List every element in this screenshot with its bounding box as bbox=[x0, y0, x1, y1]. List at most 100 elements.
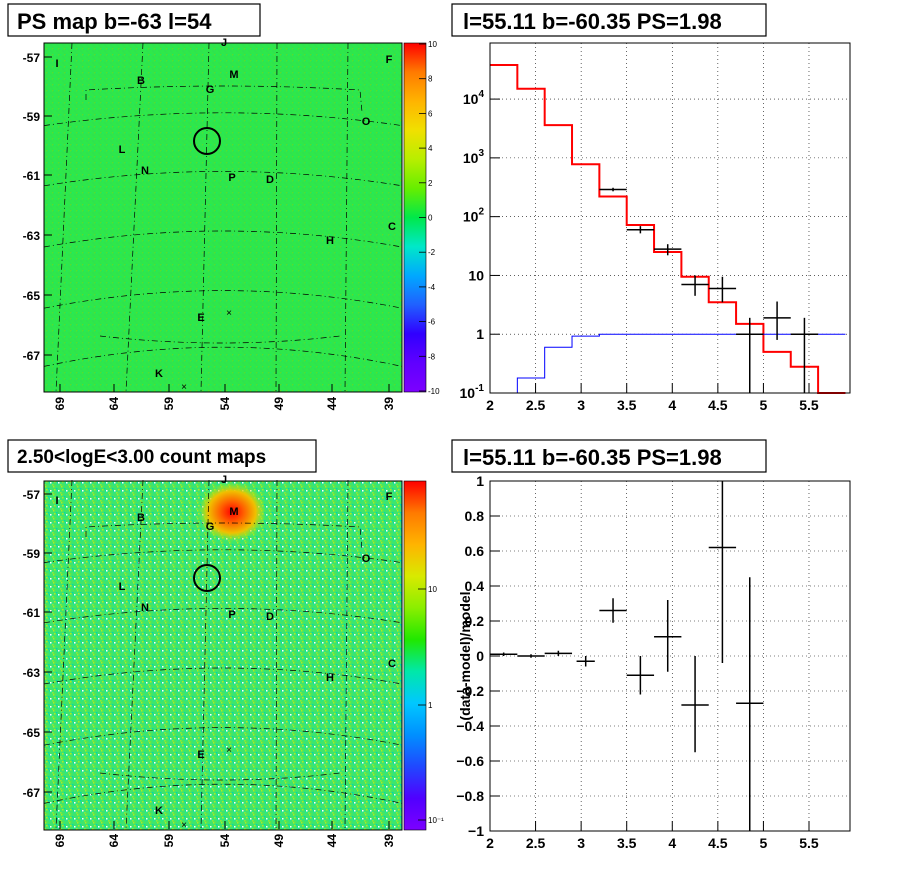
y-tick-label: 0 bbox=[476, 648, 484, 664]
meridian-line bbox=[200, 479, 210, 830]
source-label-b: B bbox=[137, 512, 145, 524]
lat-tick-label: -61 bbox=[23, 606, 41, 620]
count-map-frame bbox=[43, 480, 403, 831]
source-label-i: I bbox=[55, 58, 58, 70]
colorbar-tick-label: 10 bbox=[428, 40, 437, 49]
x-tick-label: 2 bbox=[486, 397, 494, 413]
source-label-d: D bbox=[266, 611, 274, 623]
colorbar-tick-label: 0 bbox=[428, 214, 433, 223]
x-tick-label: 3.5 bbox=[617, 397, 637, 413]
source-label-p: P bbox=[228, 609, 235, 621]
lat-axis: -57 -59 -61 -63 -65 -67 bbox=[23, 488, 52, 800]
y-tick-label: 103 bbox=[463, 148, 485, 166]
source-label-h: H bbox=[326, 235, 334, 247]
spectrum-panel: 2 2.5 3 3.5 4 4.5 5 5.5 10-1 1 10 102 103 104 l=55.1… bbox=[451, 3, 851, 413]
source-label-h: H bbox=[326, 672, 334, 684]
colorbar-tick-label: -4 bbox=[428, 283, 436, 292]
y-tick-label: 0.8 bbox=[465, 508, 485, 524]
lon-tick-label: 64 bbox=[107, 397, 121, 411]
x-tick-label: 4.5 bbox=[708, 835, 728, 851]
parallel-line bbox=[43, 667, 403, 685]
x-tick-label: 2 bbox=[486, 835, 494, 851]
parallel-line bbox=[43, 608, 403, 624]
source-label-f: F bbox=[386, 491, 393, 503]
y-tick-label: 0.4 bbox=[465, 578, 485, 594]
x-tick-label: 2.5 bbox=[526, 835, 546, 851]
lat-tick-label: -61 bbox=[23, 169, 41, 183]
ps-map-title-box bbox=[7, 3, 261, 37]
lat-tick-label: -65 bbox=[23, 726, 41, 740]
source-label-c: C bbox=[388, 658, 396, 670]
y-tick-label: 0.2 bbox=[465, 613, 485, 629]
lat-tick-label: -59 bbox=[23, 547, 41, 561]
sky-grid bbox=[43, 479, 403, 830]
count-map-panel: J I F B M G O L N P D H C E K × × -57 -59 -61 -63 -65 -67 6… bbox=[7, 439, 444, 848]
lat-tick-label: -59 bbox=[23, 110, 41, 124]
lat-tick-label: -65 bbox=[23, 289, 41, 303]
source-marker-x: × bbox=[181, 382, 187, 393]
meridian-line bbox=[125, 42, 144, 393]
source-label-e: E bbox=[197, 312, 204, 324]
source-label-g: G bbox=[206, 84, 215, 96]
lon-tick-label: 54 bbox=[218, 397, 232, 411]
spectrum-frame bbox=[489, 42, 851, 394]
spectrum-title-box bbox=[451, 3, 767, 37]
colorbar-tick-label: -6 bbox=[428, 318, 436, 327]
spectrum-series bbox=[490, 64, 846, 394]
source-label-n: N bbox=[141, 165, 149, 177]
lat-tick-label: -57 bbox=[23, 51, 41, 65]
source-marker-x: × bbox=[226, 745, 232, 756]
y-tick-label: 0.6 bbox=[465, 543, 485, 559]
x-tick-label: 3 bbox=[577, 835, 585, 851]
lon-tick-label: 69 bbox=[53, 397, 67, 411]
ps-map-title: PS map b=-63 l=54 bbox=[17, 9, 212, 34]
source-label-c: C bbox=[388, 221, 396, 233]
source-label-k: K bbox=[155, 368, 163, 380]
sky-grid bbox=[43, 42, 403, 393]
meridian-line bbox=[55, 42, 73, 393]
parallel-line bbox=[43, 783, 403, 804]
parallel-line bbox=[43, 171, 403, 187]
source-label-g: G bbox=[206, 521, 215, 533]
residual-panel: 2 2.5 3 3.5 4 4.5 5 5.5 −1 −0.8 −0.6 −0.4 −0.2 0 0.2 0… bbox=[451, 439, 851, 851]
y-tick-label: −0.8 bbox=[456, 788, 484, 804]
y-tick-label: 102 bbox=[463, 207, 485, 225]
colorbar-tick-label: -2 bbox=[428, 248, 436, 257]
x-tick-label: 4.5 bbox=[708, 397, 728, 413]
colorbar-tick-label: 6 bbox=[428, 109, 433, 118]
lat-tick-label: -63 bbox=[23, 666, 41, 680]
meridian-line bbox=[55, 479, 73, 830]
lon-tick-label: 39 bbox=[382, 397, 396, 411]
colorbar-tick-label: -10 bbox=[428, 387, 440, 396]
y-tick-label: 104 bbox=[463, 89, 485, 107]
colorbar-tick-label: 4 bbox=[428, 144, 433, 153]
y-tick-label: 10 bbox=[468, 267, 484, 283]
lon-tick-label: 49 bbox=[272, 834, 286, 848]
lon-tick-label: 64 bbox=[107, 834, 121, 848]
colorbar-tick-label: -8 bbox=[428, 352, 436, 361]
count-colorbar bbox=[403, 480, 427, 831]
parallel-line bbox=[43, 290, 403, 309]
source-label-n: N bbox=[141, 602, 149, 614]
count-map-title: 2.50<logE<3.00 count maps bbox=[17, 447, 266, 468]
x-tick-label: 3 bbox=[577, 397, 585, 413]
roi-circle bbox=[193, 127, 221, 155]
y-tick-label: 1 bbox=[476, 326, 484, 342]
count-map-title-box bbox=[7, 439, 317, 473]
meridian-line bbox=[344, 479, 349, 830]
lon-tick-label: 39 bbox=[382, 834, 396, 848]
lon-tick-label: 59 bbox=[162, 834, 176, 848]
meridian-line bbox=[275, 479, 278, 830]
residual-x-axis: 2 2.5 3 3.5 4 4.5 5 5.5 bbox=[486, 821, 819, 851]
ps-map-texture bbox=[44, 43, 402, 392]
y-tick-label: −0.4 bbox=[456, 718, 484, 734]
source-label-m: M bbox=[229, 506, 238, 518]
roi-boundary bbox=[99, 772, 341, 781]
y-tick-label: −0.6 bbox=[456, 753, 484, 769]
lon-tick-label: 44 bbox=[325, 834, 339, 848]
source-label-i: I bbox=[55, 495, 58, 507]
